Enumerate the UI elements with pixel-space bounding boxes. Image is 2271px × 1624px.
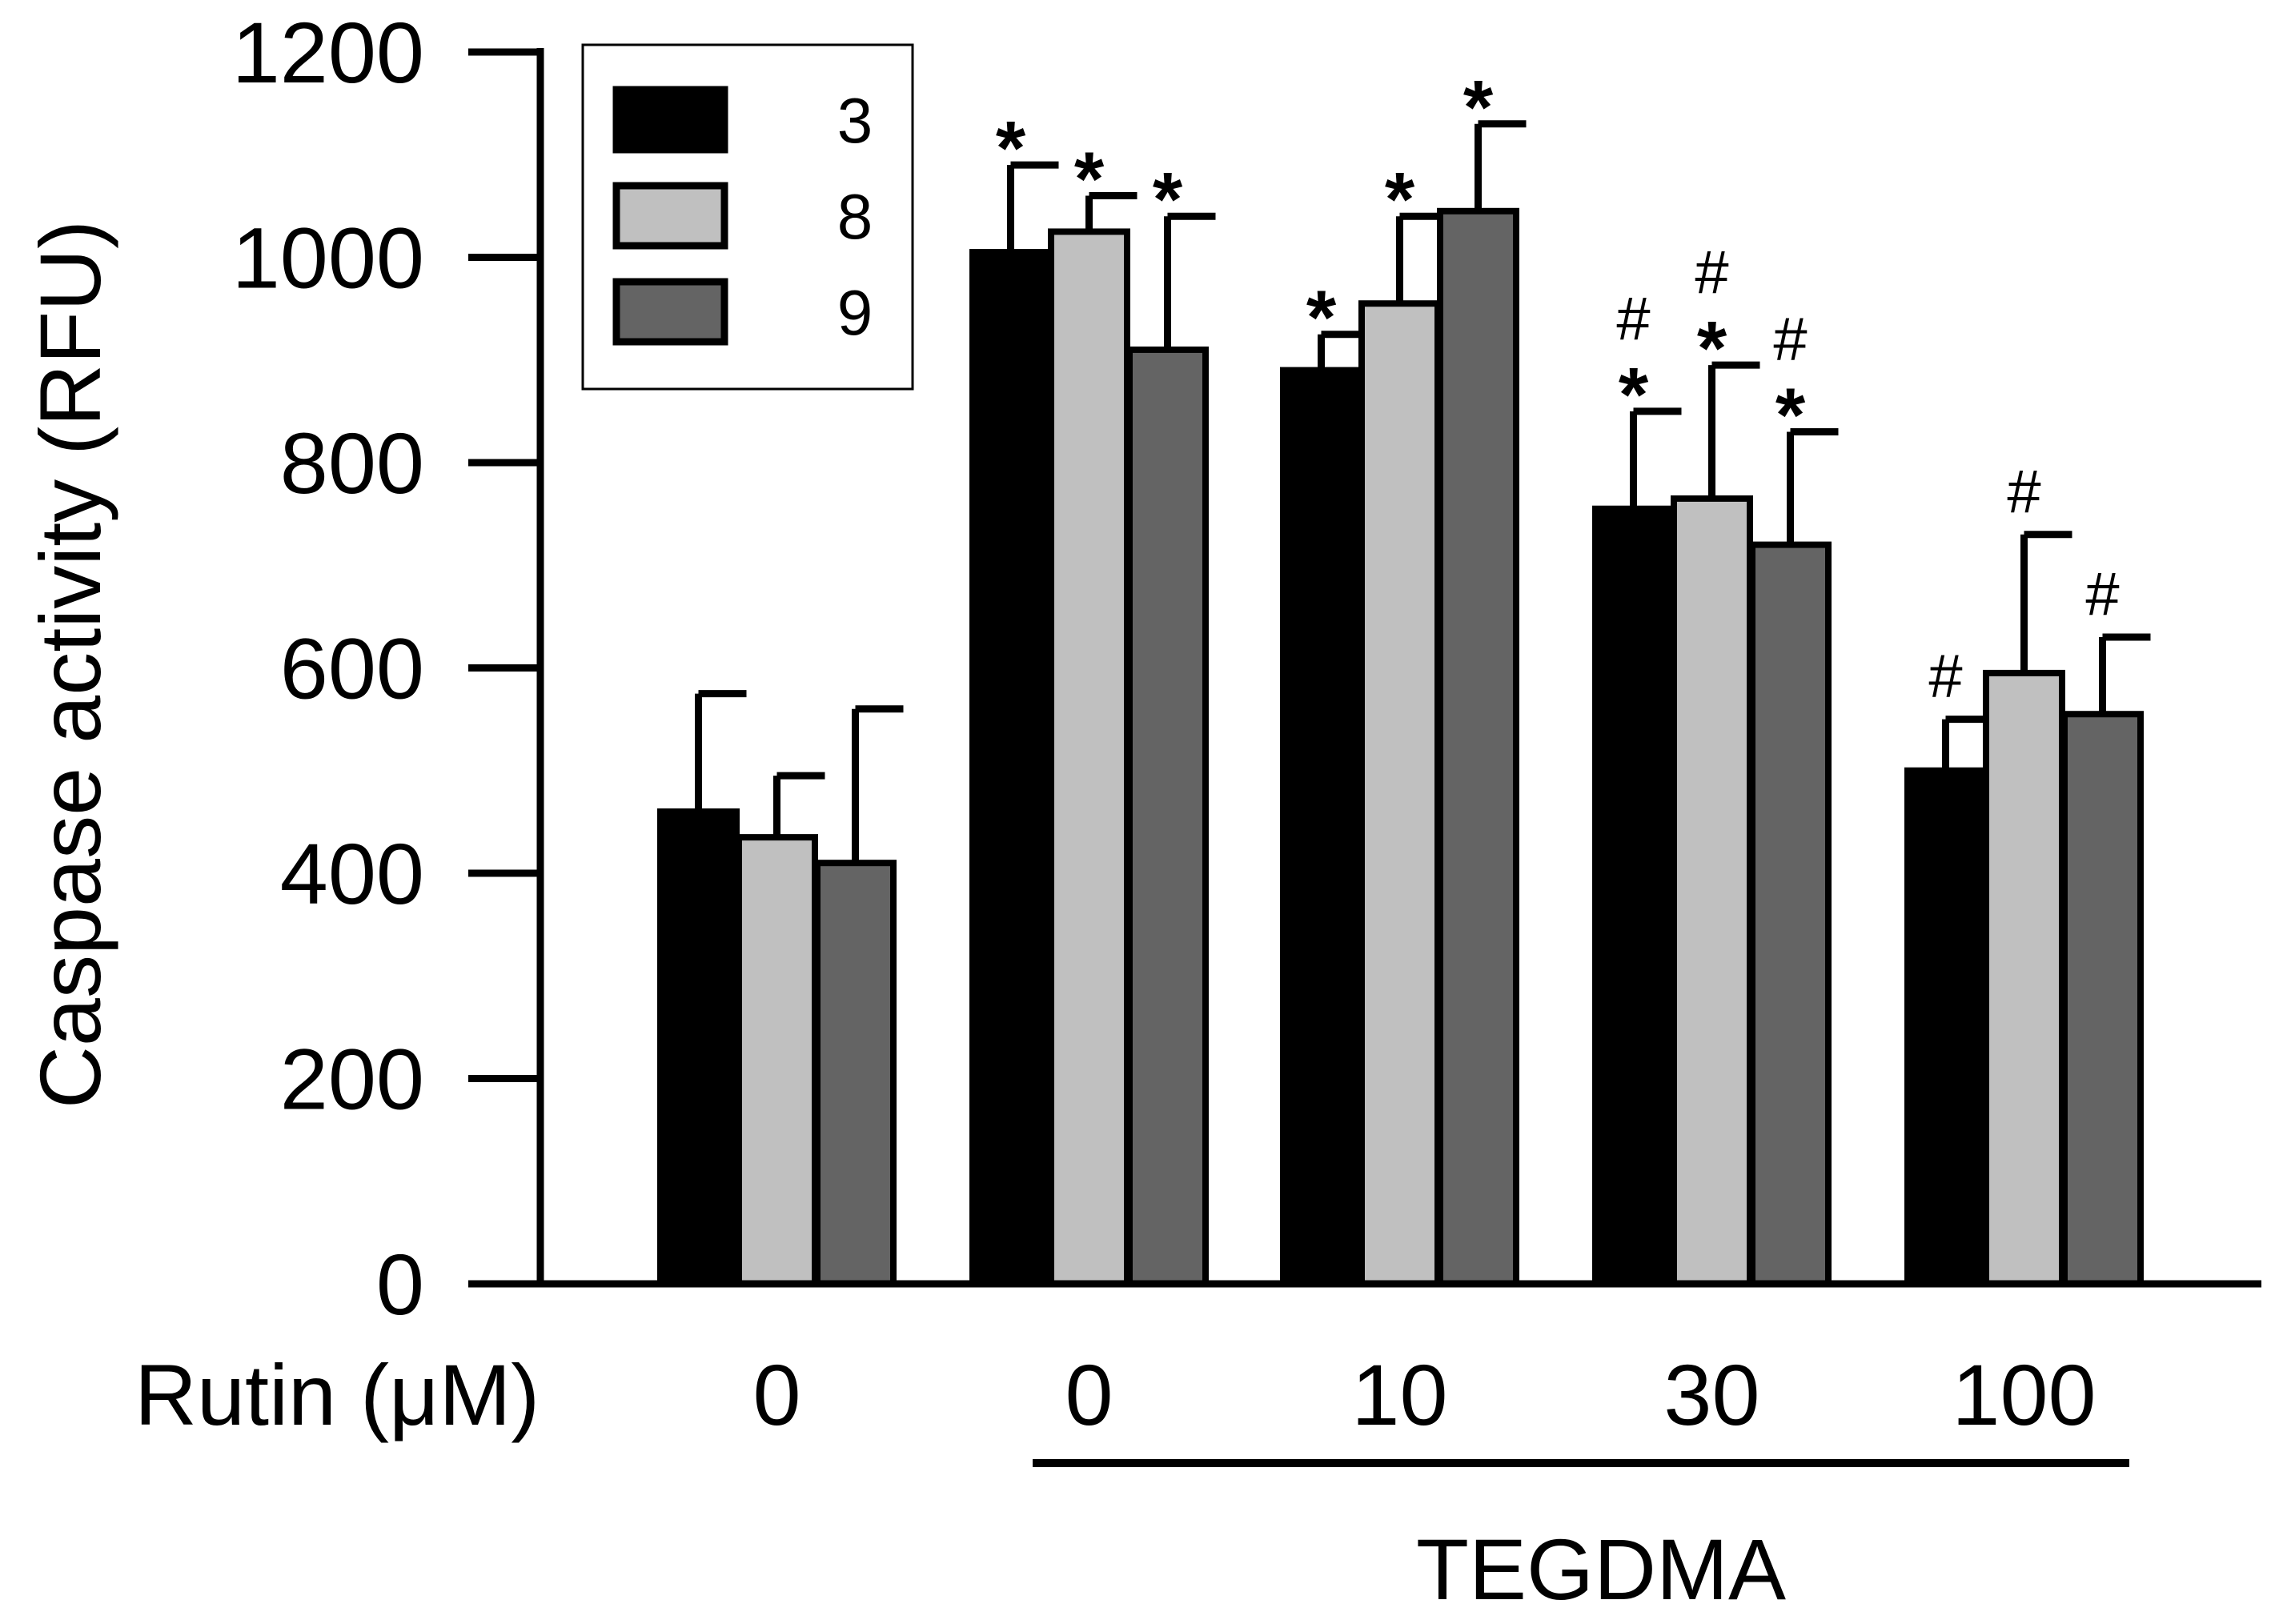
hash-mark-9-group-4: # xyxy=(2085,560,2119,628)
legend: 3 8 9 xyxy=(581,43,914,391)
bar-8-group-3 xyxy=(1671,495,1753,1287)
bar-9-group-4 xyxy=(2061,711,2144,1287)
star-mark-9-group-1: * xyxy=(1153,157,1183,243)
hash-mark-3-group-3: # xyxy=(1616,285,1650,353)
y-tick-label-0: 0 xyxy=(376,1236,424,1333)
y-axis-ticks: 0 200 400 600 800 1000 1200 xyxy=(232,4,540,1333)
category-label-4: 100 xyxy=(1952,1346,2096,1443)
legend-items: 3 8 9 xyxy=(612,85,873,348)
star-mark-3-group-3: * xyxy=(1619,352,1649,438)
tegdma-group-label: TEGDMA xyxy=(1416,1521,1786,1618)
y-tick-label-800: 800 xyxy=(280,415,424,511)
hash-mark-8-group-4: # xyxy=(2007,458,2040,526)
bar-3-group-2 xyxy=(1280,367,1362,1288)
star-mark-9-group-2: * xyxy=(1463,65,1494,150)
y-axis-title: Caspase activity (RFU) xyxy=(22,220,118,1109)
y-tick-label-600: 600 xyxy=(280,620,424,717)
y-tick-label-400: 400 xyxy=(280,825,424,922)
hash-mark-8-group-3: # xyxy=(1695,239,1728,307)
category-label-1: 0 xyxy=(1065,1346,1113,1443)
y-tick-label-200: 200 xyxy=(280,1031,424,1128)
star-mark-8-group-3: * xyxy=(1697,306,1727,391)
x-axis-title: Rutin (μM) xyxy=(134,1346,540,1443)
category-label-3: 30 xyxy=(1663,1346,1759,1443)
category-label-0: 0 xyxy=(752,1346,800,1443)
bar-3-group-4 xyxy=(1904,767,1987,1287)
star-mark-8-group-1: * xyxy=(1074,137,1105,223)
bars xyxy=(657,120,2151,1288)
hash-mark-3-group-4: # xyxy=(1928,643,1962,711)
legend-swatch-9 xyxy=(612,278,728,346)
bar-8-group-2 xyxy=(1358,300,1441,1287)
significance-marks: ***##* **##***## xyxy=(996,65,2120,711)
hash-mark-9-group-3: # xyxy=(1773,306,1807,374)
star-mark-3-group-1: * xyxy=(996,106,1026,191)
legend-label-8: 8 xyxy=(837,181,873,252)
bar-8-group-4 xyxy=(1983,669,2065,1287)
y-tick-label-1000: 1000 xyxy=(232,210,424,307)
bar-9-group-3 xyxy=(1749,541,1832,1287)
bar-8-group-0 xyxy=(736,834,818,1288)
bar-9-group-2 xyxy=(1437,207,1519,1288)
star-mark-8-group-2: * xyxy=(1385,157,1415,243)
bar-3-group-1 xyxy=(969,249,1052,1287)
bar-8-group-1 xyxy=(1048,228,1130,1287)
legend-label-3: 3 xyxy=(837,85,873,156)
category-label-2: 10 xyxy=(1351,1346,1447,1443)
star-mark-3-group-2: * xyxy=(1306,275,1337,361)
star-mark-9-group-3: * xyxy=(1775,373,1806,459)
legend-swatch-8 xyxy=(612,182,728,250)
bar-9-group-0 xyxy=(814,860,897,1288)
bar-3-group-3 xyxy=(1592,505,1675,1287)
bar-9-group-1 xyxy=(1126,346,1209,1287)
legend-swatch-3 xyxy=(612,86,728,154)
legend-label-9: 9 xyxy=(837,277,873,348)
bar-3-group-0 xyxy=(657,808,740,1287)
category-labels: 0 0 10 30 100 xyxy=(752,1346,2096,1443)
y-tick-label-1200: 1200 xyxy=(232,4,424,101)
